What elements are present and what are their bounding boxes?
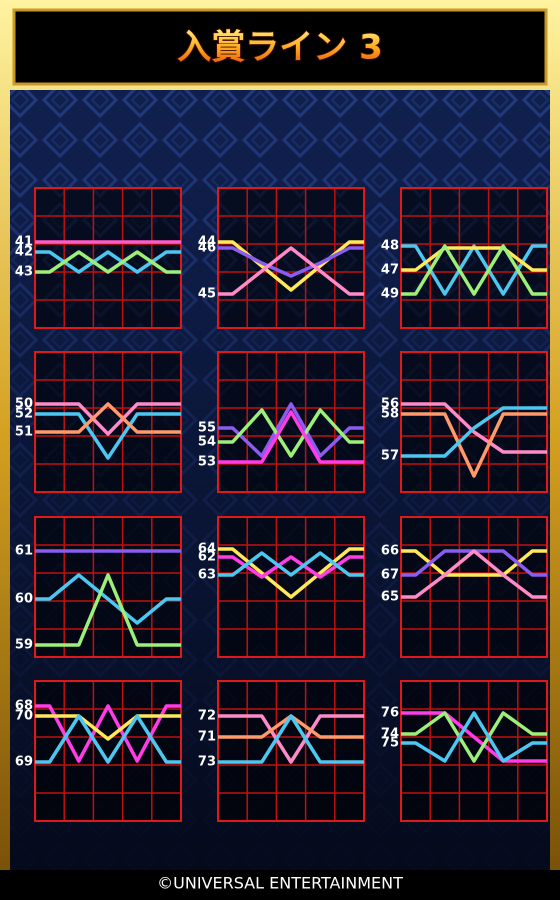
panel — [218, 188, 364, 328]
payline — [401, 711, 547, 763]
line-number: 48 — [381, 239, 399, 254]
payline — [218, 402, 364, 458]
title: 入賞ライン 3 — [177, 28, 383, 68]
line-number: 60 — [15, 592, 33, 607]
payline — [218, 246, 364, 296]
payline — [35, 573, 181, 647]
panel — [401, 188, 547, 328]
payline — [218, 555, 364, 579]
panel — [218, 352, 364, 492]
panel-border — [217, 187, 365, 329]
payline — [218, 551, 364, 577]
payline — [218, 408, 364, 458]
line-number: 74 — [381, 727, 399, 742]
payline — [401, 246, 547, 272]
panel-border — [217, 516, 365, 658]
footer-bar — [0, 870, 560, 900]
payline — [35, 402, 181, 436]
payline — [218, 547, 364, 599]
line-number: 72 — [198, 709, 216, 724]
panel-border — [400, 680, 548, 822]
line-number: 76 — [381, 706, 399, 721]
line-number: 68 — [15, 699, 33, 714]
line-number: 62 — [198, 550, 216, 565]
line-number: 69 — [15, 755, 33, 770]
line-number: 56 — [381, 397, 399, 412]
line-number: 64 — [198, 542, 216, 557]
panel — [401, 352, 547, 492]
payline — [401, 244, 547, 296]
line-number: 57 — [381, 449, 399, 464]
panel — [35, 352, 181, 492]
line-number: 45 — [198, 287, 216, 302]
line-number: 58 — [381, 407, 399, 422]
payline — [218, 410, 364, 464]
payline — [35, 412, 181, 460]
payline — [401, 549, 547, 577]
line-number: 65 — [381, 590, 399, 605]
line-number: 51 — [15, 425, 33, 440]
payline — [218, 714, 364, 764]
panel-border — [34, 187, 182, 329]
payline — [35, 714, 181, 741]
payline — [35, 250, 181, 274]
line-number: 42 — [15, 245, 33, 260]
line-number: 47 — [381, 263, 399, 278]
payline — [35, 250, 181, 274]
line-number: 70 — [15, 709, 33, 724]
payline — [401, 402, 547, 454]
line-number: 75 — [381, 736, 399, 751]
payline — [218, 714, 364, 764]
payline — [35, 402, 181, 434]
line-number: 50 — [15, 397, 33, 412]
panel-border — [217, 680, 365, 822]
line-number: 49 — [381, 287, 399, 302]
line-number: 43 — [15, 265, 33, 280]
payline — [401, 406, 547, 458]
line-number: 55 — [198, 421, 216, 436]
line-number: 67 — [381, 568, 399, 583]
copyright: ©UNIVERSAL ENTERTAINMENT — [157, 874, 403, 893]
panel — [401, 681, 547, 821]
header-bar — [12, 8, 548, 86]
payline — [401, 549, 547, 599]
payline — [401, 711, 547, 763]
panel-border — [34, 351, 182, 493]
line-number: 52 — [15, 407, 33, 422]
panel — [401, 517, 547, 657]
line-number: 61 — [15, 544, 33, 559]
line-number: 41 — [15, 235, 33, 250]
panel-border — [217, 351, 365, 493]
line-number: 46 — [198, 241, 216, 256]
payline — [35, 704, 181, 763]
payline — [218, 240, 364, 292]
line-number: 44 — [198, 235, 216, 250]
panel-border — [34, 516, 182, 658]
payline — [401, 244, 547, 296]
panel-border — [400, 187, 548, 329]
panel-border — [34, 680, 182, 822]
line-number: 54 — [198, 435, 216, 450]
panel-border — [400, 516, 548, 658]
line-number: 63 — [198, 568, 216, 583]
payline — [35, 714, 181, 764]
line-number: 66 — [381, 544, 399, 559]
panel — [35, 517, 181, 657]
payline — [35, 573, 181, 625]
line-number: 53 — [198, 455, 216, 470]
line-number: 73 — [198, 755, 216, 770]
panel-border — [400, 351, 548, 493]
payline — [218, 246, 364, 278]
line-number: 59 — [15, 638, 33, 653]
panel — [218, 517, 364, 657]
payline — [401, 412, 547, 478]
payline — [401, 711, 547, 763]
line-number: 71 — [198, 730, 216, 745]
panel — [218, 681, 364, 821]
